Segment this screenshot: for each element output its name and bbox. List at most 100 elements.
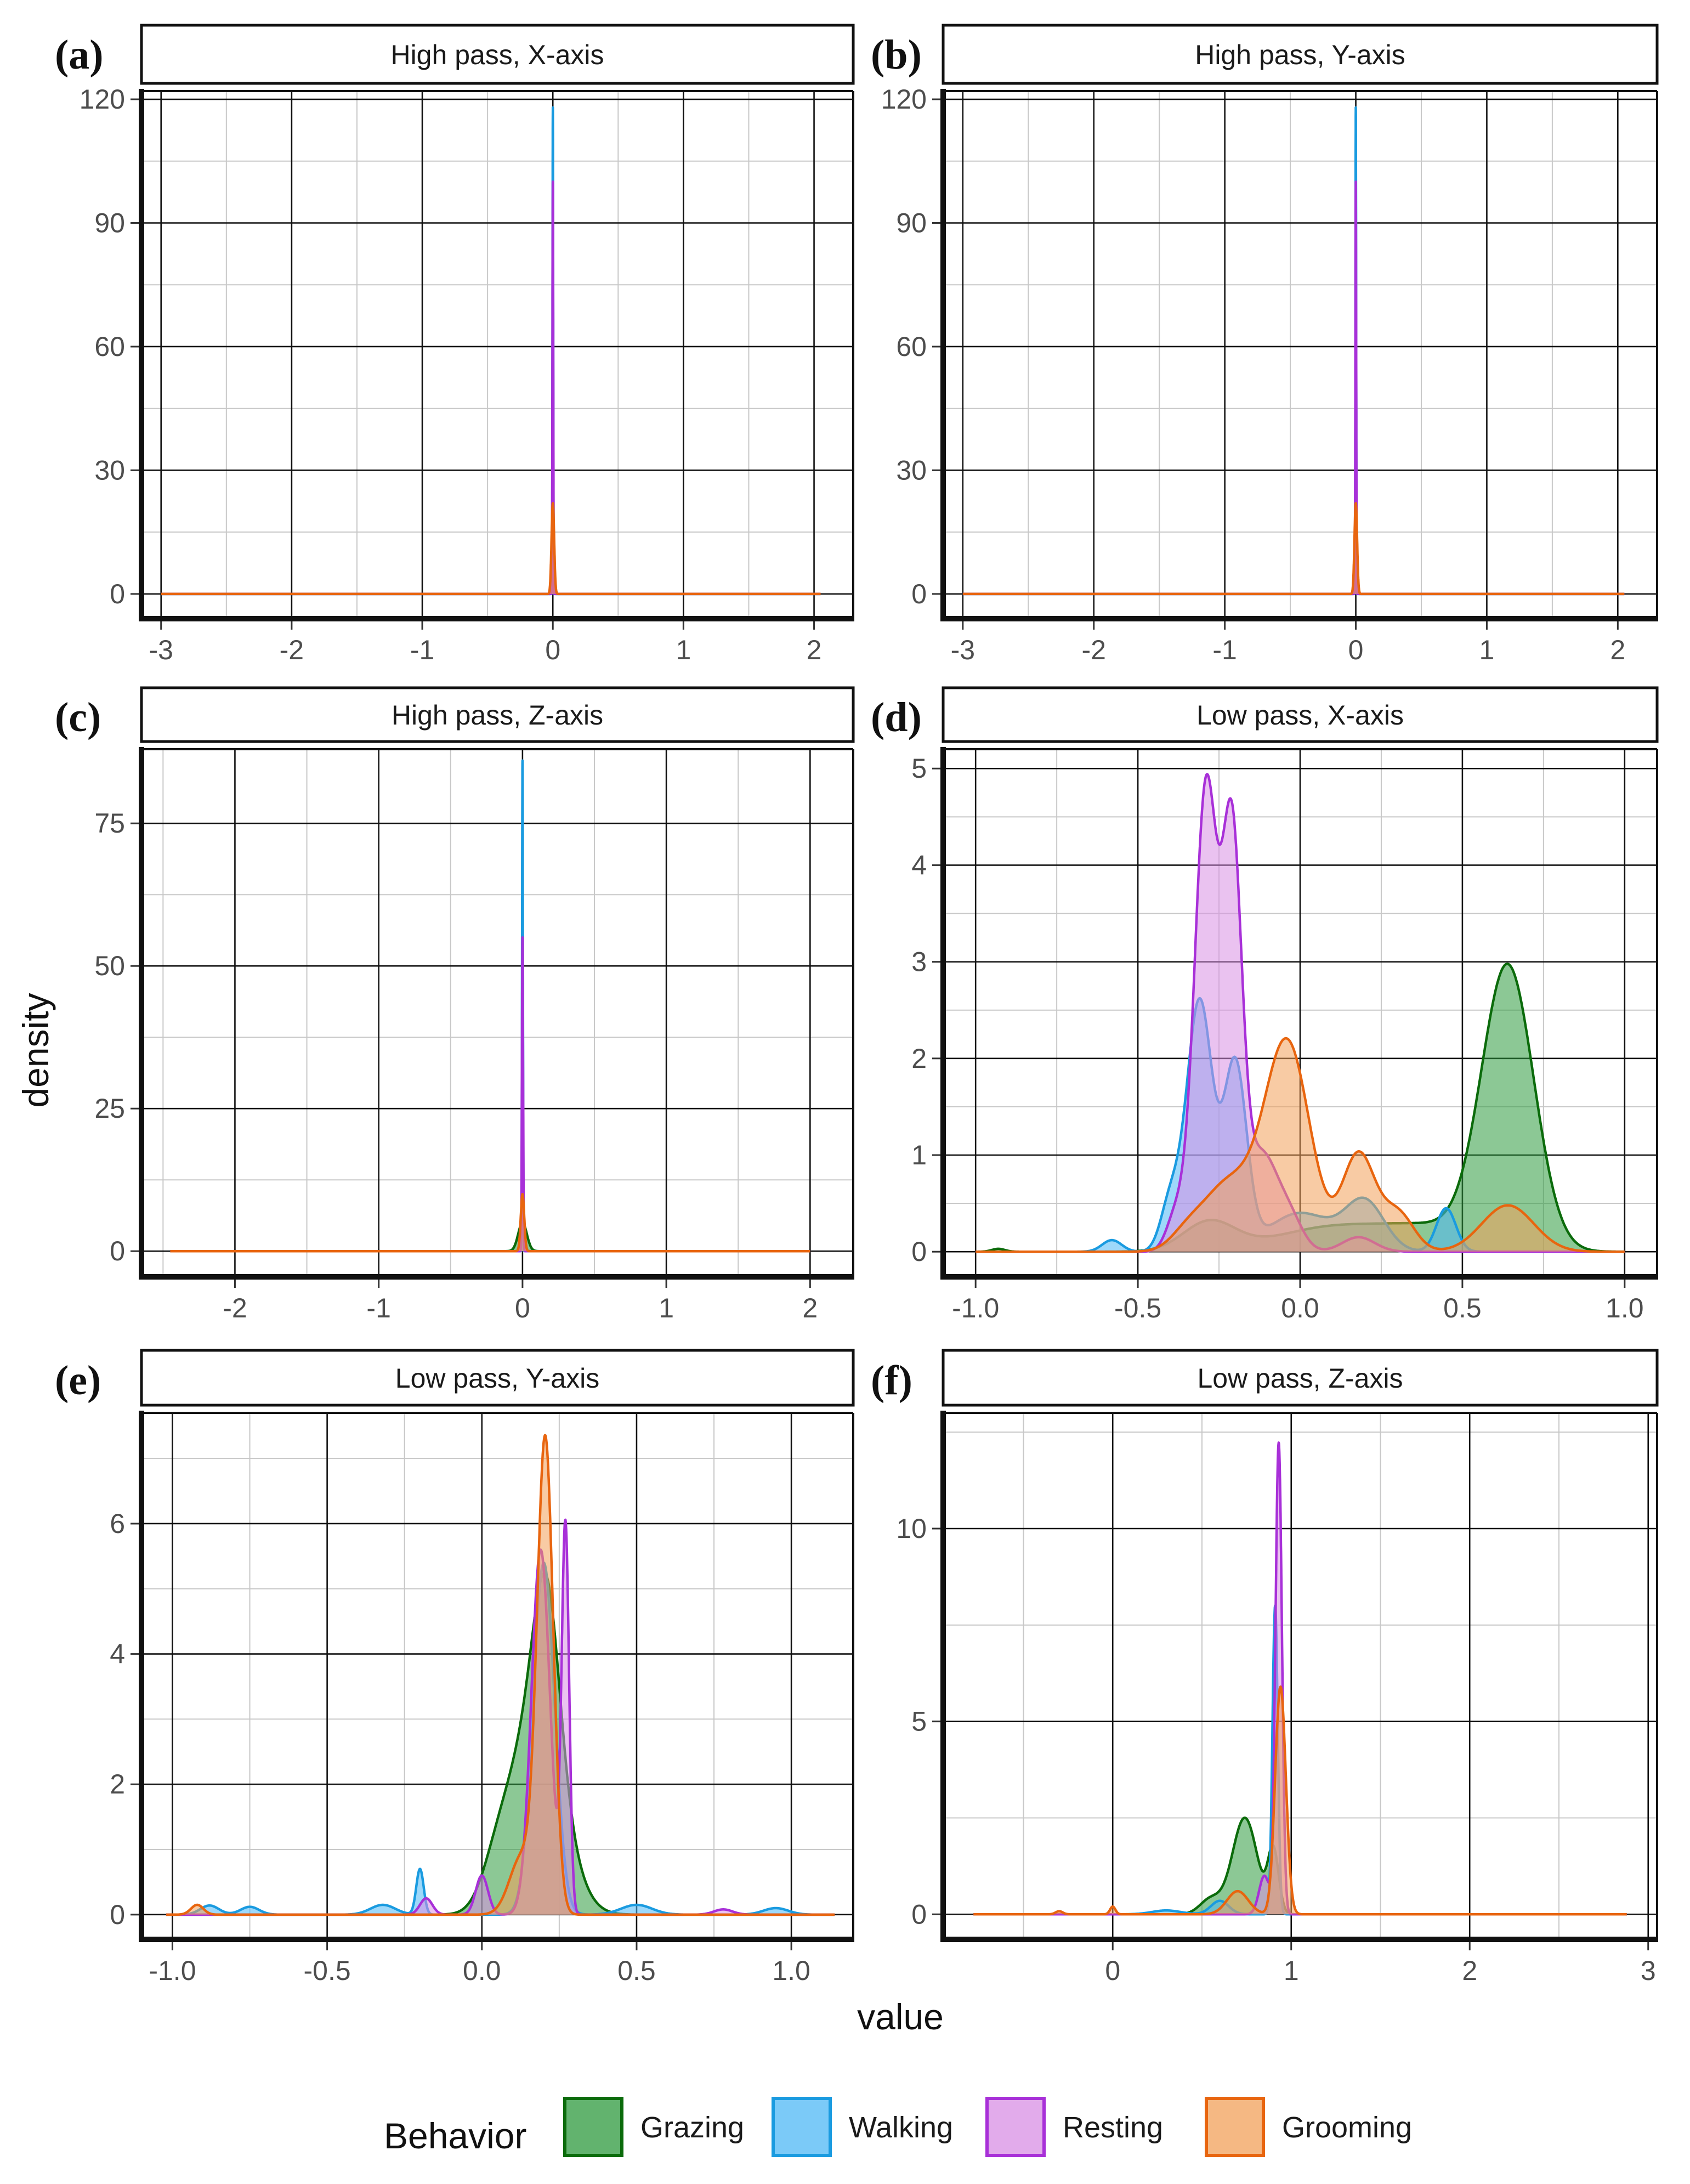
x-tick-label: 0.5 [1443,1293,1482,1323]
x-tick-label: 0 [1348,635,1364,665]
facet-strip [942,686,1659,743]
y-tick-label: 25 [94,1093,125,1124]
facet-strip [140,24,855,85]
x-tick-label: -2 [280,635,304,665]
x-tick-label: 0 [515,1293,530,1323]
y-tick-label: 75 [94,808,125,839]
legend-label-resting: Resting [1063,2111,1163,2144]
density-area-grazing [166,1572,835,1915]
y-tick-label: 0 [110,1899,125,1930]
x-tick-label: 1 [1479,635,1495,665]
x-tick-label: -1 [1212,635,1237,665]
y-tick-label: 2 [911,1043,927,1074]
density-area-grazing [976,964,1625,1252]
x-tick-label: 3 [1641,1955,1656,1986]
x-tick-label: -2 [1081,635,1105,665]
density-line-grooming [975,1037,1625,1253]
y-tick-label: 3 [911,947,927,977]
density-line-grooming [166,1434,836,1916]
facet-title: Low pass, Y-axis [395,1363,599,1394]
x-tick-label: -1.0 [149,1955,196,1986]
y-tick-label: 10 [896,1513,927,1544]
y-tick-label: 2 [110,1769,125,1800]
density-line-grooming [973,1685,1627,1916]
x-tick-label: 2 [1610,635,1625,665]
y-tick-label: 0 [110,1236,125,1266]
y-tick-label: 120 [80,84,125,115]
y-tick-label: 30 [896,455,927,485]
legend-key-walking [772,2097,832,2157]
panel-label: (c) [55,694,101,740]
legend: Behavior Grazing Walking Resting Grooming [384,2097,1412,2157]
facet-title: Low pass, X-axis [1196,700,1404,731]
x-tick-label: -3 [951,635,975,665]
x-tick-label: 0.0 [463,1955,501,1986]
x-tick-label: -1 [366,1293,390,1323]
y-tick-label: 4 [110,1639,125,1670]
x-tick-label: -2 [223,1293,247,1323]
legend-label-grooming: Grooming [1282,2111,1412,2144]
facet-title: High pass, X-axis [390,39,604,70]
facet-strip [942,24,1659,85]
density-line-grooming [962,502,1625,596]
panel-label: (e) [55,1357,101,1404]
x-tick-label: -1 [410,635,434,665]
x-tick-label: -0.5 [304,1955,351,1986]
y-axis-title: density [15,993,56,1107]
y-tick-label: 0 [911,1899,927,1930]
legend-label-walking: Walking [849,2111,953,2144]
panel-c: (c) High pass, Z-axis -2 -1 0 1 2 0 25 50 75 [55,686,855,1323]
panel-label: (d) [871,694,922,740]
facet-strip [942,1349,1659,1407]
y-tick-label: 90 [94,208,125,239]
panel-label: (b) [871,32,922,78]
plot-area [943,91,1657,619]
panel-e: (e) Low pass, Y-axis -1.0 -0.5 0.0 0.5 1.0 0 2 4 6 [55,1349,855,1986]
legend-key-resting [985,2097,1046,2157]
panel-d: (d) Low pass, X-axis -1.0 -0.5 0.0 0.5 1.0 0 1 2 3… [871,686,1659,1323]
y-tick-label: 1 [911,1140,927,1170]
x-tick-label: 1.0 [772,1955,810,1986]
x-tick-label: 0.5 [617,1955,656,1986]
x-tick-label: 1 [676,635,691,665]
panel-label: (f) [871,1357,912,1404]
facet-strip [140,1349,855,1407]
plot-area [943,1413,1657,1939]
panel-f: (f) Low pass, Z-axis 0 1 2 3 0 5 10 [871,1349,1659,1986]
x-tick-label: 0 [1105,1955,1120,1986]
x-tick-label: 2 [802,1293,818,1323]
x-tick-label: -3 [149,635,173,665]
legend-title: Behavior [384,2115,527,2156]
y-tick-label: 60 [896,331,927,362]
y-tick-label: 120 [881,84,927,115]
density-line-grooming [169,1192,811,1253]
legend-key-grazing [563,2097,623,2157]
x-tick-label: 1 [1284,1955,1299,1986]
y-tick-label: 30 [94,455,125,485]
density-area-grooming [976,1038,1625,1252]
x-tick-label: 1.0 [1606,1293,1644,1323]
panels: (a) High pass, X-axis-3 -2 -1 0 1 20306090120(… [55,24,1659,1986]
x-tick-label: 2 [807,635,822,665]
x-tick-label: -1.0 [952,1293,999,1323]
y-tick-label: 0 [911,579,927,609]
density-line-grooming [160,502,821,596]
y-tick-label: 0 [911,1236,927,1267]
x-tick-label: 0 [545,635,560,665]
facet-title: High pass, Y-axis [1195,39,1405,70]
y-tick-label: 0 [110,579,125,609]
facet-title: Low pass, Z-axis [1197,1363,1403,1394]
facet-strip [140,686,855,743]
y-tick-label: 5 [911,1706,927,1737]
x-tick-label: -0.5 [1114,1293,1161,1323]
y-tick-label: 90 [896,208,927,239]
x-tick-label: 1 [659,1293,674,1323]
x-tick-label: 2 [1462,1955,1477,1986]
y-tick-label: 50 [94,950,125,981]
y-tick-label: 4 [911,850,927,880]
plot-area [141,749,853,1277]
y-tick-label: 6 [110,1508,125,1539]
